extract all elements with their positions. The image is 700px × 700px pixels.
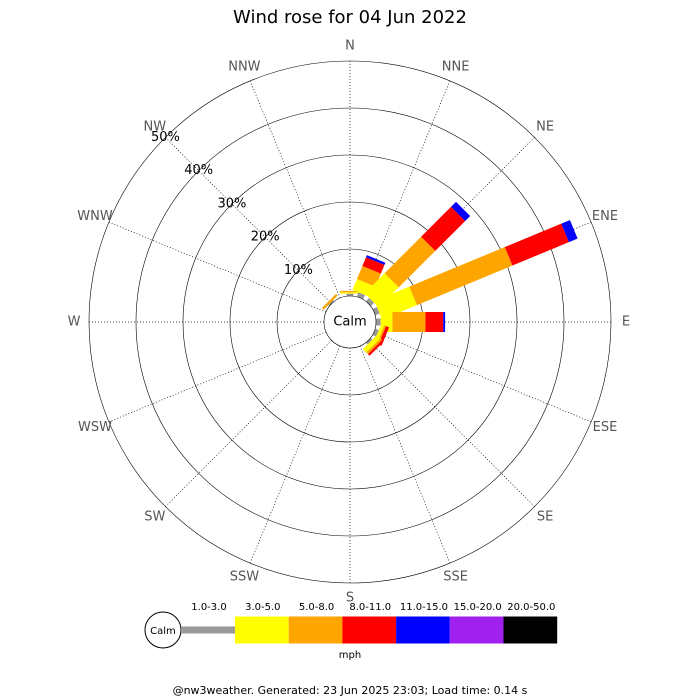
- direction-label: W: [68, 315, 81, 330]
- bar-segment: [409, 247, 513, 306]
- bar-segment: [356, 292, 365, 300]
- footer: @nw3weather. Generated: 23 Jun 2025 23:0…: [173, 684, 528, 697]
- legend-label: 1.0-3.0: [191, 602, 226, 613]
- direction-label: E: [622, 315, 630, 330]
- spoke: [108, 331, 327, 423]
- bar-segment: [374, 286, 417, 320]
- bar-segment: [340, 290, 360, 293]
- bar-segment: [365, 337, 373, 345]
- spoke: [108, 221, 327, 313]
- calm-circle: [323, 295, 377, 349]
- spoke: [165, 340, 332, 507]
- bar-segment: [366, 338, 383, 355]
- direction-label: NNW: [228, 60, 260, 75]
- legend-label: 5.0-8.0: [299, 602, 334, 613]
- ring-label: 20%: [251, 230, 280, 245]
- direction-label: NW: [144, 119, 167, 134]
- calm-label: Calm: [333, 315, 366, 330]
- bar-segment: [357, 265, 381, 287]
- bar-segment: [364, 273, 399, 308]
- bar-segment: [561, 220, 578, 243]
- ring-label: 50%: [151, 130, 180, 145]
- bar-segment: [376, 318, 381, 326]
- bar-segment: [340, 292, 360, 294]
- direction-label: NE: [536, 119, 554, 134]
- legend-calm-label: Calm: [150, 626, 176, 637]
- spoke: [359, 345, 451, 564]
- legend-label: 15.0-20.0: [454, 602, 502, 613]
- ring-label: 30%: [217, 196, 246, 211]
- legend-swatch: [449, 616, 504, 644]
- bar-segment: [372, 307, 380, 316]
- spoke: [249, 345, 341, 564]
- spoke: [249, 80, 341, 299]
- bar-segment: [362, 257, 385, 274]
- bar-segment: [367, 339, 384, 356]
- bar-segment: [365, 297, 375, 307]
- bar-segment: [425, 312, 444, 332]
- direction-label: ENE: [592, 209, 618, 224]
- legend-unit: mph: [339, 650, 361, 661]
- direction-label: SSW: [230, 569, 260, 584]
- spoke: [373, 331, 592, 423]
- legend-swatch: [235, 616, 289, 644]
- bar-segment: [321, 293, 338, 310]
- direction-label: ESE: [593, 420, 618, 435]
- bar-segment: [346, 293, 354, 296]
- bar-segment: [504, 223, 569, 266]
- direction-label: NNE: [442, 60, 470, 75]
- bar-segment: [365, 255, 386, 265]
- spoke: [368, 340, 535, 507]
- bar-segment: [421, 206, 466, 251]
- legend-swatch: [342, 616, 397, 644]
- bar-segment: [362, 334, 381, 353]
- bar-segment: [392, 312, 426, 332]
- legend-swatch: [396, 616, 450, 644]
- direction-label: SW: [144, 510, 165, 525]
- legend-label: 3.0-5.0: [245, 602, 280, 613]
- ring-label: 40%: [184, 163, 213, 178]
- ring-label: 10%: [284, 263, 313, 278]
- bar-segment: [384, 236, 436, 288]
- bar-segment: [328, 300, 335, 307]
- legend-label: 11.0-15.0: [400, 602, 448, 613]
- direction-label: WNW: [77, 209, 113, 224]
- legend-swatch: [181, 626, 235, 634]
- legend-label: 8.0-11.0: [349, 602, 391, 613]
- direction-label: SSE: [443, 569, 468, 584]
- chart-title: Wind rose for 04 Jun 2022: [233, 7, 467, 28]
- direction-label: N: [345, 39, 355, 54]
- legend-swatch: [288, 616, 343, 644]
- ring: [135, 107, 565, 537]
- spoke: [165, 137, 332, 304]
- bar-segment: [372, 328, 379, 337]
- legend-swatch: [503, 616, 558, 644]
- bar-segment: [451, 201, 471, 221]
- bar-segment: [443, 312, 446, 332]
- direction-label: S: [346, 591, 354, 606]
- direction-label: WSW: [78, 420, 112, 435]
- direction-label: SE: [537, 510, 553, 525]
- legend-label: 20.0-50.0: [507, 602, 555, 613]
